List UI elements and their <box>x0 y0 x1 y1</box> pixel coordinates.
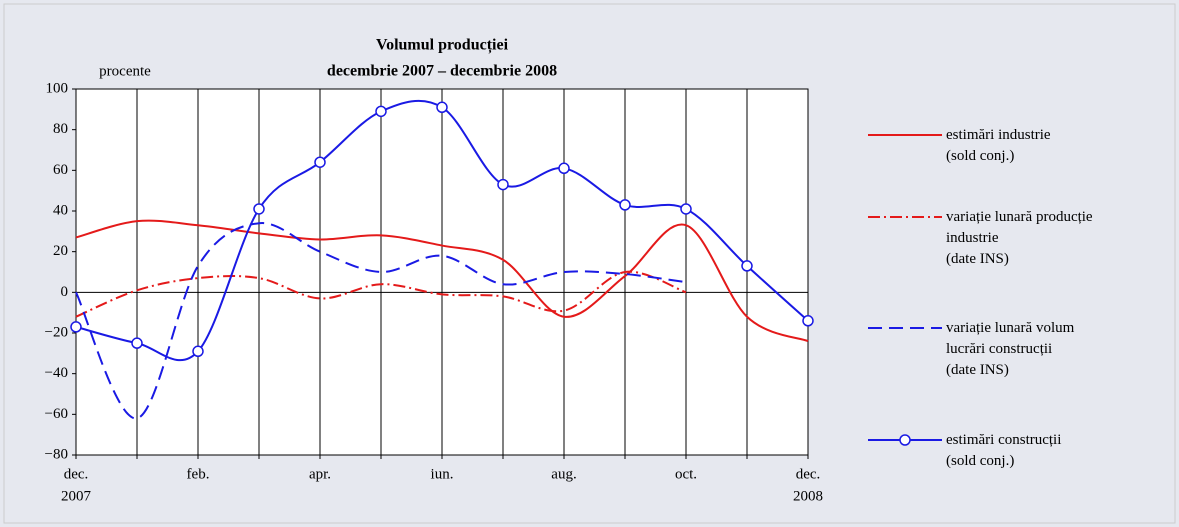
y-tick-label: 100 <box>46 80 69 96</box>
series-line <box>75 219 809 343</box>
point <box>375 105 387 118</box>
y-tick-label: −40 <box>45 365 68 381</box>
y-tick-label: 80 <box>53 121 68 137</box>
x-year-label: 2008 <box>793 488 823 504</box>
legend-label: estimări construcții (sold conj.) <box>946 432 1062 469</box>
frame <box>3 3 1176 524</box>
y-tick-label: 20 <box>53 243 68 259</box>
y-tick-label: −20 <box>45 324 68 340</box>
x-tick-label: dec. <box>796 466 821 482</box>
point <box>558 162 570 175</box>
point <box>192 345 204 358</box>
x-tick-label: dec. <box>64 466 89 482</box>
point <box>497 178 509 191</box>
y-tick-label: 0 <box>61 284 69 300</box>
point <box>253 203 265 215</box>
x-tick-label: iun. <box>431 466 454 482</box>
point <box>131 337 143 349</box>
legend-marker <box>899 434 911 446</box>
chart-subtitle: decembrie 2007 – decembrie 2008 <box>327 63 557 80</box>
point <box>619 199 631 211</box>
x-tick-label: feb. <box>187 466 210 482</box>
series-line <box>75 270 687 318</box>
y-tick-label: −60 <box>45 406 68 422</box>
x-tick-label: apr. <box>309 466 331 482</box>
point <box>314 156 326 168</box>
x-tick-label: oct. <box>675 466 697 482</box>
point <box>741 260 753 272</box>
x-tick-label: aug. <box>551 466 576 482</box>
y-tick-label: 40 <box>53 202 68 218</box>
y-axis-label: procente <box>99 63 151 79</box>
series-line <box>75 222 687 420</box>
legend-label: variație lunară volum lucrări construcți… <box>946 320 1075 378</box>
point <box>70 321 82 333</box>
point <box>802 315 814 327</box>
legend-label: estimări industrie (sold conj.) <box>946 127 1051 164</box>
legend-label: variație lunară producție industrie (dat… <box>946 209 1093 267</box>
y-tick-label: 60 <box>53 162 68 178</box>
point <box>436 101 448 114</box>
y-tick-label: −80 <box>45 446 68 462</box>
x-year-label: 2007 <box>61 488 92 504</box>
point <box>680 203 692 215</box>
chart-title: Volumul producției <box>376 37 509 55</box>
